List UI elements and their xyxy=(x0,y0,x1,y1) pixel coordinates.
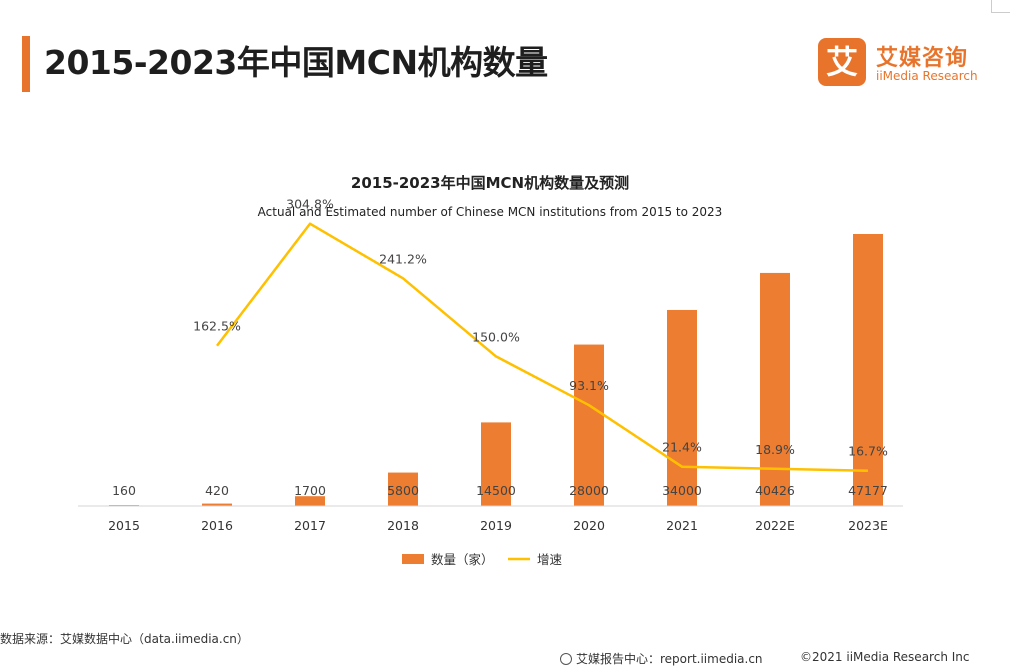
growth-label-2017: 304.8% xyxy=(286,197,334,212)
x-tick-2021: 2021 xyxy=(666,518,698,533)
corner-mark xyxy=(991,0,1010,13)
bar-series xyxy=(109,234,883,506)
growth-label-2019: 150.0% xyxy=(472,329,520,344)
data-source: 数据来源：艾媒数据中心（data.iimedia.cn） xyxy=(0,632,249,646)
growth-label-2022E: 18.9% xyxy=(755,442,795,457)
bar-value-label-2015: 160 xyxy=(112,483,136,498)
bar-2021 xyxy=(667,309,697,506)
x-tick-2015: 2015 xyxy=(108,518,140,533)
growth-label-2021: 21.4% xyxy=(662,440,702,455)
growth-label-2020: 93.1% xyxy=(569,378,609,393)
x-tick-2022E: 2022E xyxy=(755,518,795,533)
mcn-count-chart: 2015-2023年中国MCN机构数量及预测 Actual and Estima… xyxy=(78,174,903,567)
x-axis-ticks: 2015 2016 2017 2018 2019 2020 2021 2022E 2023E xyxy=(108,518,888,533)
bar-2016 xyxy=(202,503,232,506)
growth-label-2016: 162.5% xyxy=(193,319,241,334)
bar-2020 xyxy=(574,344,604,506)
growth-rate-line xyxy=(216,222,869,472)
bar-value-label-2018: 5800 xyxy=(387,483,419,498)
growth-label-2018: 241.2% xyxy=(379,251,427,266)
footer-copyright: ©2021 iiMedia Research Inc xyxy=(800,650,970,664)
bar-value-label-2020: 28000 xyxy=(569,483,609,498)
bar-2018 xyxy=(388,472,418,506)
chart-subtitle: Actual and Estimated number of Chinese M… xyxy=(258,205,723,219)
bar-value-label-2016: 420 xyxy=(205,483,229,498)
iimedia-logo: 艾 艾媒咨询 iiMedia Research xyxy=(818,38,988,88)
bar-value-label-2017: 1700 xyxy=(294,483,326,498)
legend: 数量（家） 增速 xyxy=(402,552,563,567)
bar-2017 xyxy=(295,496,325,506)
legend-bar-swatch xyxy=(402,554,424,564)
bar-value-label-2021: 34000 xyxy=(662,483,702,498)
x-tick-2016: 2016 xyxy=(201,518,233,533)
chart-title: 2015-2023年中国MCN机构数量及预测 xyxy=(351,174,629,192)
page-title: 2015-2023年中国MCN机构数量 xyxy=(44,43,548,82)
x-tick-2019: 2019 xyxy=(480,518,512,533)
logo-mark-icon: 艾 xyxy=(818,38,866,86)
x-tick-2020: 2020 xyxy=(573,518,605,533)
logo-name-cn: 艾媒咨询 xyxy=(876,46,969,71)
legend-line-label: 增速 xyxy=(537,552,563,567)
bar-value-label-2023E: 47177 xyxy=(848,483,888,498)
bar-value-label-2022E: 40426 xyxy=(755,483,795,498)
x-tick-2018: 2018 xyxy=(387,518,419,533)
title-accent-bar xyxy=(22,36,30,92)
bar-2019 xyxy=(481,422,511,506)
growth-label-2023E: 16.7% xyxy=(848,444,888,459)
footer-report-text: 艾媒报告中心：report.iimedia.cn xyxy=(576,652,763,666)
footer-report: 艾媒报告中心：report.iimedia.cn xyxy=(560,650,763,667)
data-labels: 160 420 1700 5800 14500 28000 34000 40426 47177 1… xyxy=(112,197,888,498)
bar-2022E xyxy=(760,272,790,506)
legend-bar-label: 数量（家） xyxy=(431,552,494,567)
x-tick-2023E: 2023E xyxy=(848,518,888,533)
bar-2023E xyxy=(853,234,883,506)
x-tick-2017: 2017 xyxy=(294,518,326,533)
logo-name-en: iiMedia Research xyxy=(876,69,978,83)
globe-icon xyxy=(560,653,572,665)
bar-value-label-2019: 14500 xyxy=(476,483,516,498)
